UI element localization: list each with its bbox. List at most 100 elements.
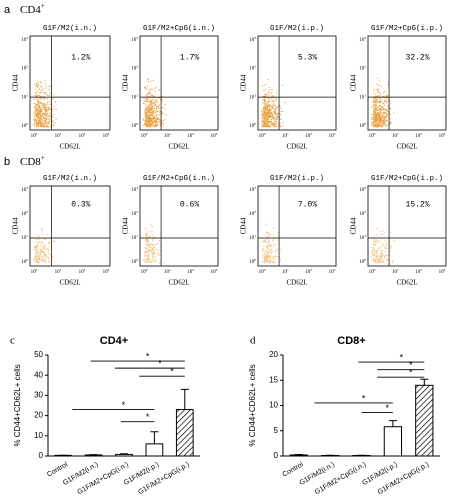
tick-exponent: 2 <box>310 132 312 136</box>
event-dot <box>149 249 151 251</box>
y-tick-label: 15 <box>269 375 278 384</box>
event-dot <box>37 118 40 120</box>
event-dot <box>385 94 387 96</box>
event-dot <box>385 109 387 111</box>
event-dot <box>43 248 45 250</box>
event-dot <box>272 250 274 252</box>
plot-frame <box>139 35 219 131</box>
event-dot <box>266 231 268 233</box>
event-dot <box>269 262 271 264</box>
event-dot <box>383 112 385 114</box>
tick-base: 10 <box>369 270 375 275</box>
tick-base: 10 <box>103 270 109 275</box>
plot-frame <box>29 185 111 267</box>
event-dot <box>152 248 154 250</box>
event-dot <box>376 102 378 104</box>
event-dot <box>156 101 158 103</box>
event-dot <box>267 120 269 122</box>
event-dot <box>376 234 378 236</box>
event-dot <box>155 115 157 117</box>
event-dot <box>41 242 43 244</box>
event-dot <box>49 113 51 115</box>
event-dot <box>378 120 380 122</box>
event-dot <box>270 112 272 114</box>
event-dot <box>150 121 152 123</box>
event-dot <box>33 116 35 119</box>
event-dot <box>385 253 387 255</box>
event-dot <box>157 119 159 121</box>
event-dot <box>35 104 38 106</box>
event-dot <box>47 243 49 245</box>
event-dot <box>34 126 36 128</box>
event-dot <box>149 125 151 127</box>
significance-label: * <box>146 351 150 361</box>
event-dot <box>377 77 379 79</box>
event-dot <box>34 112 36 114</box>
event-dot <box>271 251 273 253</box>
event-dot <box>267 232 269 234</box>
quadrant-percent: 0.6% <box>180 200 199 209</box>
tick-exponent: 3 <box>334 268 336 272</box>
event-dot <box>156 123 158 125</box>
event-dot <box>375 101 377 103</box>
event-dot <box>149 236 151 238</box>
event-dot <box>274 123 276 125</box>
event-dot <box>381 99 383 101</box>
event-dot <box>282 124 284 127</box>
panel-title: CD4+ <box>20 2 45 16</box>
event-dot <box>275 249 277 251</box>
tick-base: 10 <box>392 134 398 139</box>
event-dot <box>147 122 149 124</box>
tick-base: 10 <box>21 236 27 241</box>
event-dot <box>149 119 152 121</box>
tick-exponent: 2 <box>420 132 422 136</box>
y-tick-label: 101 <box>21 93 28 100</box>
event-dot <box>41 112 44 114</box>
event-dot <box>374 105 376 107</box>
x-tick-label: 101 <box>282 132 289 139</box>
event-dot <box>36 109 38 111</box>
event-dot <box>43 243 45 246</box>
tick-base: 10 <box>249 95 255 100</box>
quadrant-percent: 1.2% <box>71 53 90 62</box>
event-dot <box>263 256 265 258</box>
event-dot <box>373 106 375 108</box>
event-dot <box>150 103 152 106</box>
event-dot <box>145 251 147 253</box>
event-dot <box>152 108 154 110</box>
x-tick-label: 103 <box>103 268 110 275</box>
y-tick-label: 102 <box>249 64 256 71</box>
event-dot <box>49 126 52 128</box>
event-dot <box>147 250 149 252</box>
event-dot <box>149 261 151 263</box>
plot-frame <box>257 185 337 267</box>
event-dot <box>279 105 281 107</box>
event-dot <box>41 251 43 253</box>
event-dot <box>272 107 274 109</box>
tick-base: 10 <box>249 236 255 241</box>
event-dot <box>147 97 149 99</box>
event-dot <box>264 253 266 256</box>
event-dot <box>276 249 278 251</box>
x-tick-label: 100 <box>259 268 266 275</box>
event-dot <box>147 239 149 241</box>
event-dot <box>149 234 152 237</box>
event-dot <box>44 125 47 128</box>
event-dot <box>44 119 46 121</box>
event-dot <box>276 113 278 115</box>
event-dot <box>279 113 282 115</box>
event-dot <box>379 262 381 264</box>
event-dot <box>50 85 52 87</box>
event-dot <box>383 257 385 259</box>
y-tick-label: 10 <box>269 401 278 410</box>
event-dot <box>34 95 36 97</box>
event-dot <box>155 120 157 122</box>
event-dot <box>35 249 37 251</box>
event-dot <box>265 103 267 105</box>
event-dot <box>375 260 377 262</box>
event-dot <box>36 248 38 250</box>
tick-base: 10 <box>359 38 365 43</box>
event-dot <box>267 125 269 127</box>
event-dot <box>149 109 151 112</box>
event-dot <box>161 95 163 97</box>
